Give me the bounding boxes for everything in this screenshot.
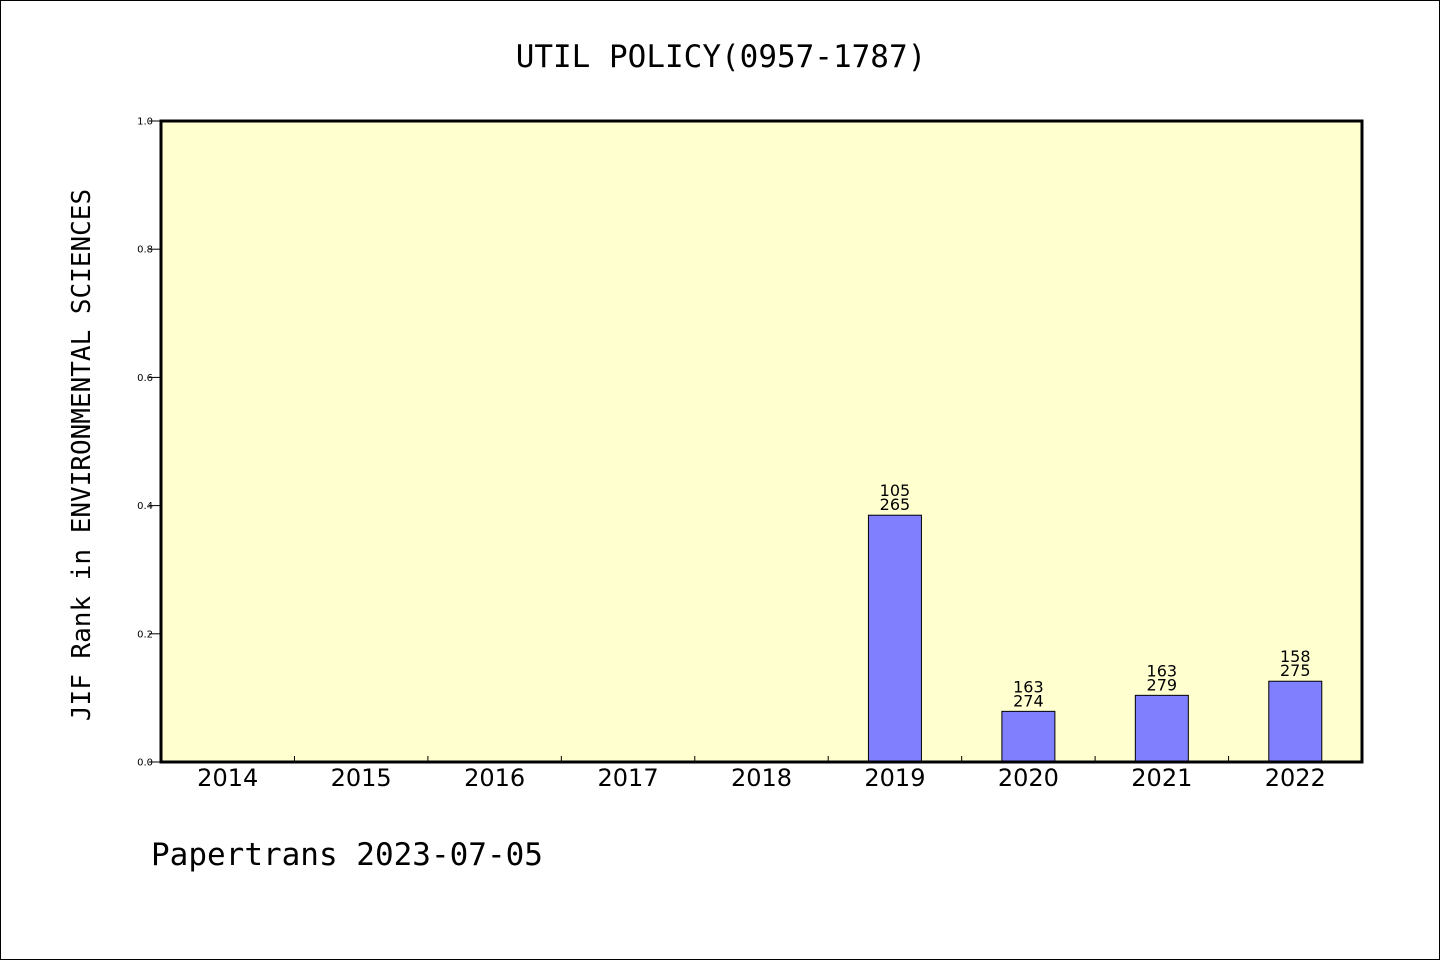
x-tick-label: 2022 — [1265, 764, 1326, 792]
x-tick-label: 2020 — [998, 764, 1059, 792]
x-axis-ticks: 2014 2015 2016 2017 2018 2019 2020 2021 2022 — [197, 756, 1326, 792]
bars-layer — [867, 514, 1323, 763]
footer-credit: Papertrans 2023-07-05 — [151, 837, 543, 873]
bar-2022 — [1268, 680, 1323, 763]
plot-border — [159, 119, 1364, 764]
y-axis-label: JIF Rank in ENVIRONMENTAL SCIENCES — [67, 189, 97, 721]
bar-label-total: 274 — [1013, 691, 1044, 710]
y-tick-label: 1.0 — [137, 117, 153, 128]
y-tick-label: 0.0 — [137, 758, 153, 769]
x-tick-label: 2017 — [598, 764, 659, 792]
chart-title: UTIL POLICY(0957-1787) — [516, 39, 927, 75]
bar-label-rank: 158 — [1280, 647, 1311, 666]
x-tick-label: 2018 — [731, 764, 792, 792]
x-tick-label: 2016 — [464, 764, 525, 792]
bar-label-total: 279 — [1147, 675, 1178, 694]
y-tick-label: 0.8 — [137, 245, 153, 256]
x-tick-label: 2021 — [1131, 764, 1192, 792]
x-tick-label: 2014 — [197, 764, 258, 792]
y-tick-label: 0.6 — [137, 373, 153, 384]
bar-label-total: 265 — [880, 495, 911, 514]
y-axis-ticks: 0.0 0.2 0.4 0.6 0.8 1.0 — [137, 117, 161, 769]
bar-label-rank: 105 — [880, 481, 911, 500]
y-tick-label: 0.2 — [137, 629, 153, 640]
bar-label-rank: 163 — [1147, 661, 1178, 680]
y-tick-label: 0.4 — [137, 501, 153, 512]
x-tick-label: 2015 — [331, 764, 392, 792]
bar-label-rank: 163 — [1013, 677, 1044, 696]
bar-2019 — [867, 514, 922, 763]
bar-2020 — [1001, 710, 1056, 763]
bar-label-total: 275 — [1280, 661, 1311, 680]
bar-2021 — [1134, 694, 1189, 763]
plot-area — [161, 121, 1362, 762]
x-tick-label: 2019 — [864, 764, 925, 792]
